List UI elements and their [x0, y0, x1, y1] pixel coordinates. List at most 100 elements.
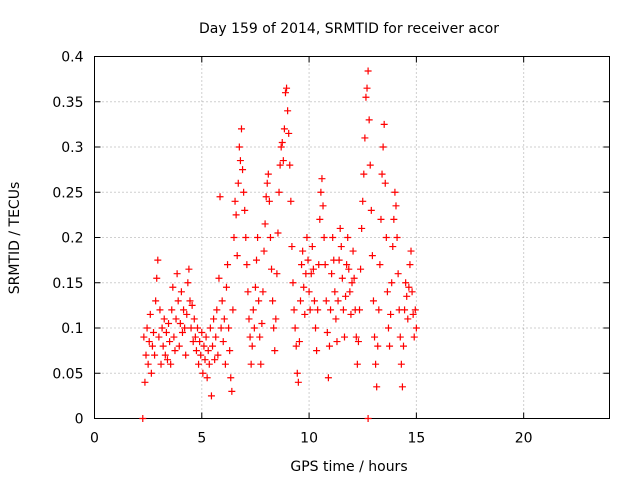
data-point [292, 342, 300, 350]
data-point [391, 188, 399, 196]
data-point [265, 197, 273, 205]
data-point [299, 247, 307, 255]
data-point [309, 265, 317, 273]
data-point [158, 324, 166, 332]
data-point [321, 261, 329, 269]
data-point [353, 360, 361, 368]
data-point [234, 179, 242, 187]
data-point [150, 329, 158, 337]
data-point [250, 324, 258, 332]
data-point [180, 306, 188, 314]
data-point [204, 347, 212, 355]
data-point [293, 369, 301, 377]
data-point [305, 288, 313, 296]
data-point [259, 288, 267, 296]
data-point [245, 315, 253, 323]
data-point [340, 333, 348, 341]
data-point [146, 310, 154, 318]
data-point [300, 283, 308, 291]
chart-title: Day 159 of 2014, SRMTID for receiver aco… [199, 21, 499, 37]
data-point [159, 342, 167, 350]
data-point [178, 329, 186, 337]
data-point [285, 129, 293, 137]
data-point [307, 270, 315, 278]
data-point [319, 202, 327, 210]
data-point [339, 306, 347, 314]
data-point [152, 297, 160, 305]
data-point [329, 234, 337, 241]
data-point [410, 333, 418, 341]
data-point [153, 274, 161, 282]
data-point [350, 274, 358, 282]
data-point [263, 179, 271, 187]
data-point [367, 206, 375, 214]
data-point [172, 315, 180, 323]
data-point [347, 310, 355, 318]
data-point [383, 288, 391, 296]
data-point [288, 243, 296, 251]
data-point [357, 265, 365, 273]
x-tick-label: 5 [197, 431, 206, 447]
data-point [386, 342, 394, 350]
data-point [275, 188, 283, 196]
data-point [294, 378, 302, 386]
data-point [200, 342, 208, 350]
data-point [258, 319, 266, 327]
data-point [401, 306, 409, 314]
data-point [203, 374, 211, 382]
data-point [318, 175, 326, 183]
data-points [139, 67, 420, 422]
data-point [228, 387, 236, 395]
y-tick-label: 0.1 [61, 321, 83, 337]
data-point [219, 338, 227, 346]
data-point [205, 360, 213, 368]
data-point [201, 356, 209, 364]
data-point [242, 234, 250, 241]
data-point [314, 306, 322, 314]
y-tick-label: 0.25 [52, 185, 83, 201]
data-point [331, 288, 339, 296]
data-point [328, 270, 336, 278]
data-point [280, 125, 288, 133]
data-point [157, 360, 165, 368]
data-point [143, 324, 151, 332]
data-point [262, 193, 270, 201]
data-point [373, 383, 381, 391]
y-tick-label: 0.2 [61, 231, 83, 247]
data-point [190, 315, 198, 323]
data-point [374, 342, 382, 350]
data-point [382, 234, 390, 241]
data-point [166, 338, 174, 346]
data-point [236, 157, 244, 165]
data-point [237, 125, 245, 133]
data-point [192, 347, 200, 355]
data-point [169, 283, 177, 291]
data-point [394, 270, 402, 278]
data-point [156, 306, 164, 314]
y-tick-label: 0.05 [52, 366, 83, 382]
data-point [226, 347, 234, 355]
data-point [260, 247, 268, 255]
data-point [364, 67, 372, 75]
data-point [141, 378, 149, 386]
data-point [232, 211, 240, 219]
data-point [289, 279, 297, 287]
data-point [249, 306, 257, 314]
data-point [301, 310, 309, 318]
x-tick-label: 20 [515, 431, 533, 447]
data-point [390, 215, 398, 223]
data-point [359, 197, 367, 205]
data-point [272, 315, 280, 323]
data-point [365, 116, 373, 124]
data-point [171, 347, 179, 355]
data-point [195, 360, 203, 368]
data-point [244, 288, 252, 296]
data-point [345, 265, 353, 273]
data-point [270, 324, 278, 332]
data-point [322, 297, 330, 305]
data-point [273, 270, 281, 278]
data-point [411, 306, 419, 314]
data-point [147, 369, 155, 377]
data-point [409, 310, 417, 318]
